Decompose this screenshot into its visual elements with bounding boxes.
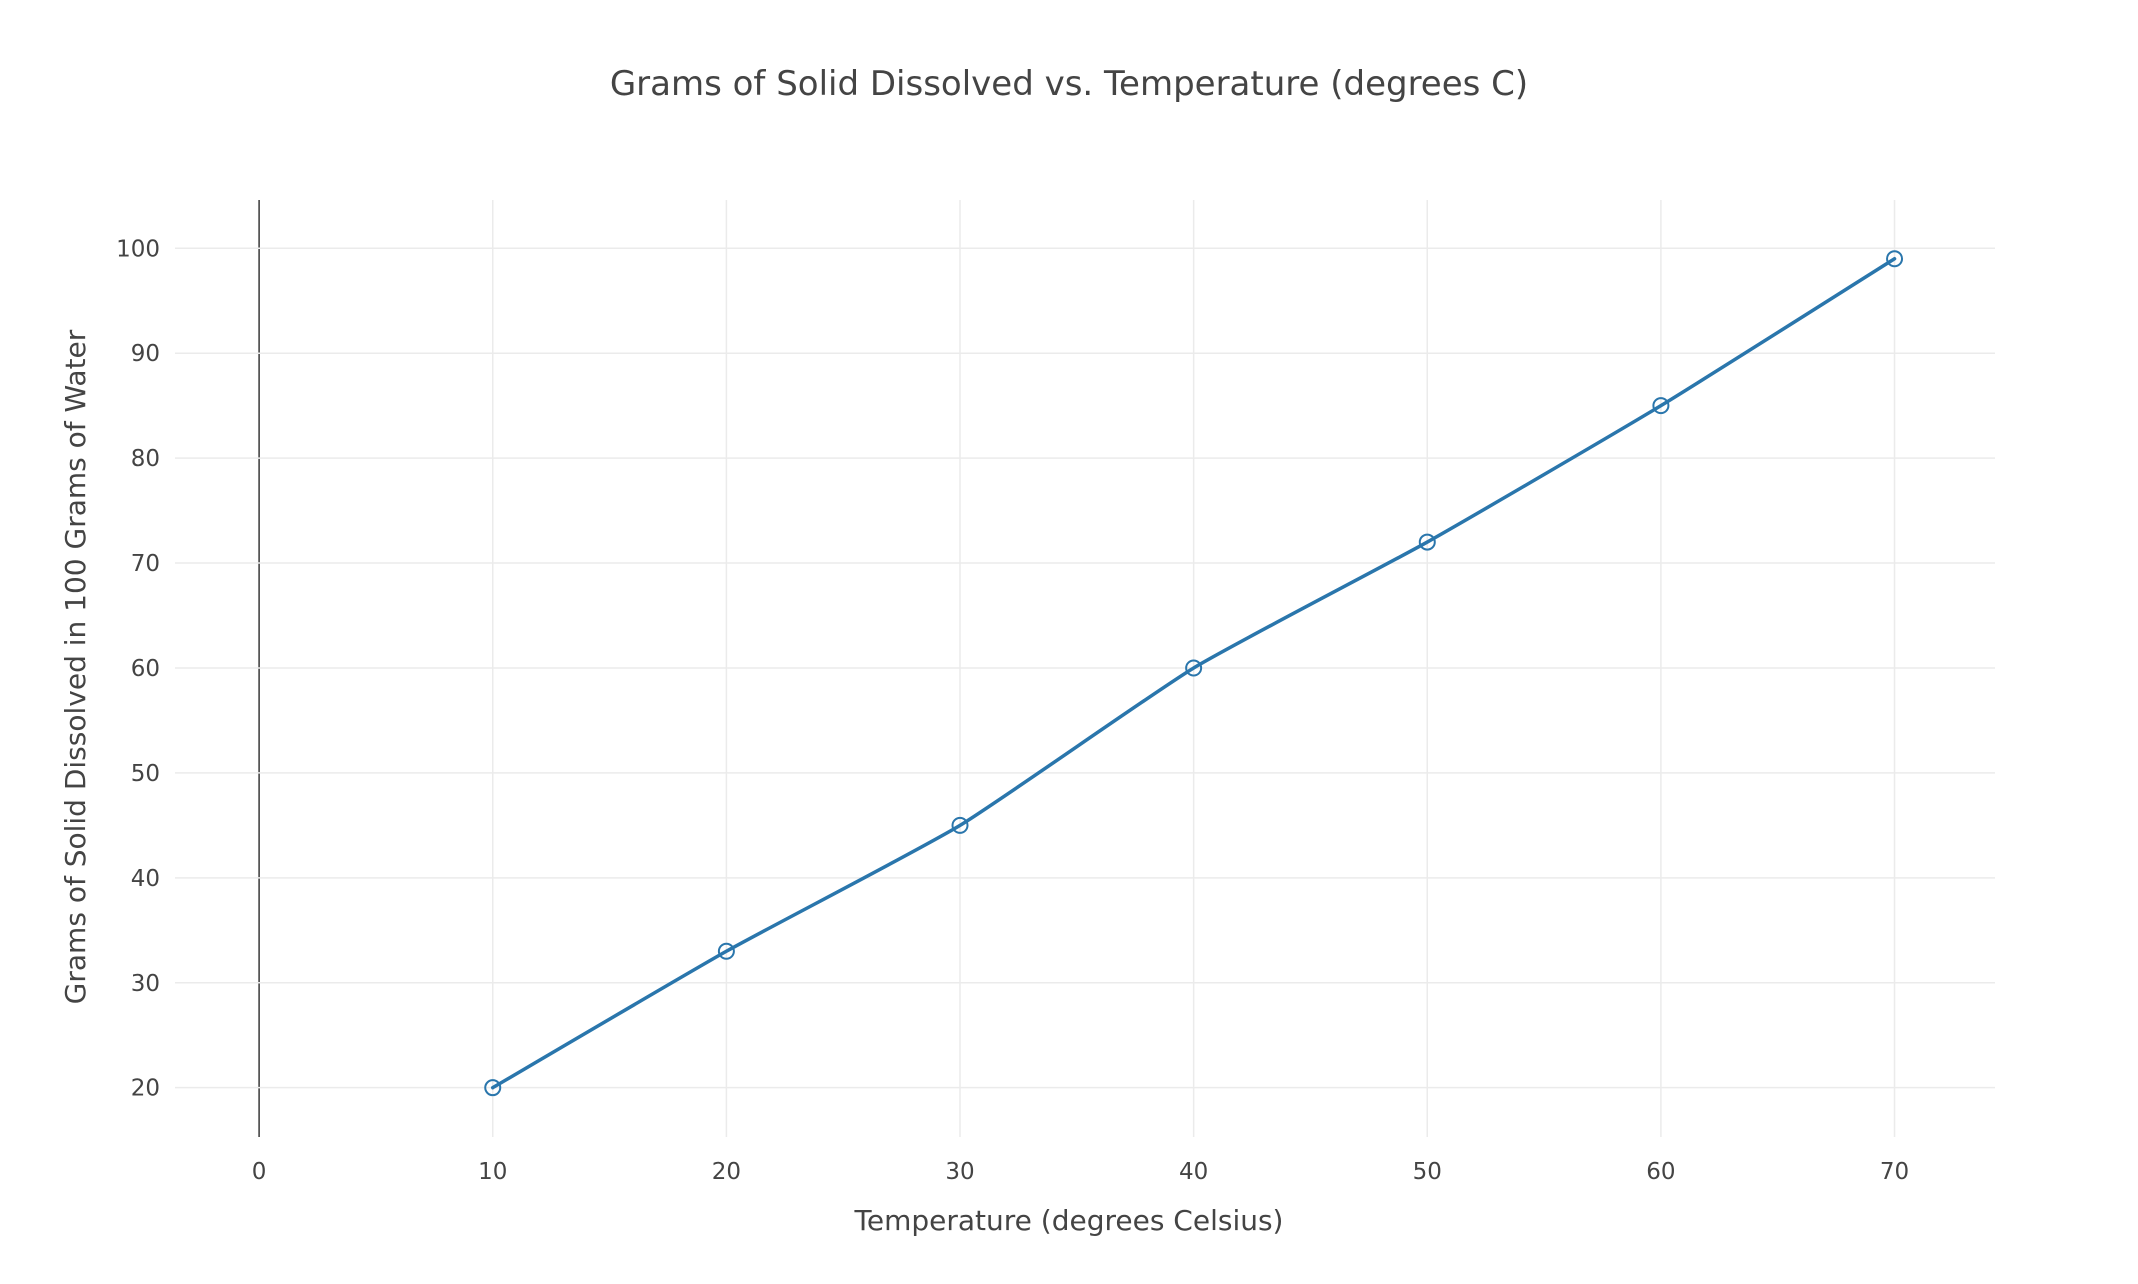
x-tick-label: 50: [1413, 1159, 1442, 1185]
series-lines: [490, 257, 1897, 1090]
x-axis-ticks: 0 10 20 30 40 50 60 70: [252, 1159, 1909, 1185]
y-tick-label: 40: [131, 866, 160, 892]
x-tick-label: 30: [945, 1159, 974, 1185]
x-tick-label: 40: [1179, 1159, 1208, 1185]
x-axis-title: Temperature (degrees Celsius): [854, 1204, 1284, 1237]
data-point: [951, 816, 969, 834]
y-tick-label: 20: [131, 1076, 160, 1102]
series-line: [490, 257, 1897, 1090]
y-tick-label: 50: [131, 761, 160, 787]
y-tick-label: 90: [131, 341, 160, 367]
chart-title: Grams of Solid Dissolved vs. Temperature…: [609, 64, 1529, 104]
y-axis-ticks: 20 30 40 50 60 70 80 90 100: [116, 236, 160, 1101]
x-tick-label: 70: [1880, 1159, 1909, 1185]
y-tick-label: 80: [131, 446, 160, 472]
data-point: [717, 942, 735, 960]
data-point: [1185, 659, 1203, 677]
x-tick-label: 20: [712, 1159, 741, 1185]
data-point: [1652, 397, 1670, 415]
x-tick-label: 10: [478, 1159, 507, 1185]
y-axis-title: Grams of Solid Dissolved in 100 Grams of…: [59, 329, 92, 1005]
y-tick-label: 70: [131, 551, 160, 577]
y-tick-label: 30: [131, 971, 160, 997]
x-tick-label: 60: [1646, 1159, 1675, 1185]
grid-lines: [175, 200, 1995, 1137]
data-points: [484, 250, 1904, 1097]
data-point: [484, 1079, 502, 1097]
y-tick-label: 100: [116, 236, 160, 262]
data-point: [1886, 250, 1904, 268]
x-tick-label: 0: [252, 1159, 267, 1185]
y-tick-label: 60: [131, 656, 160, 682]
data-point: [1418, 533, 1436, 551]
